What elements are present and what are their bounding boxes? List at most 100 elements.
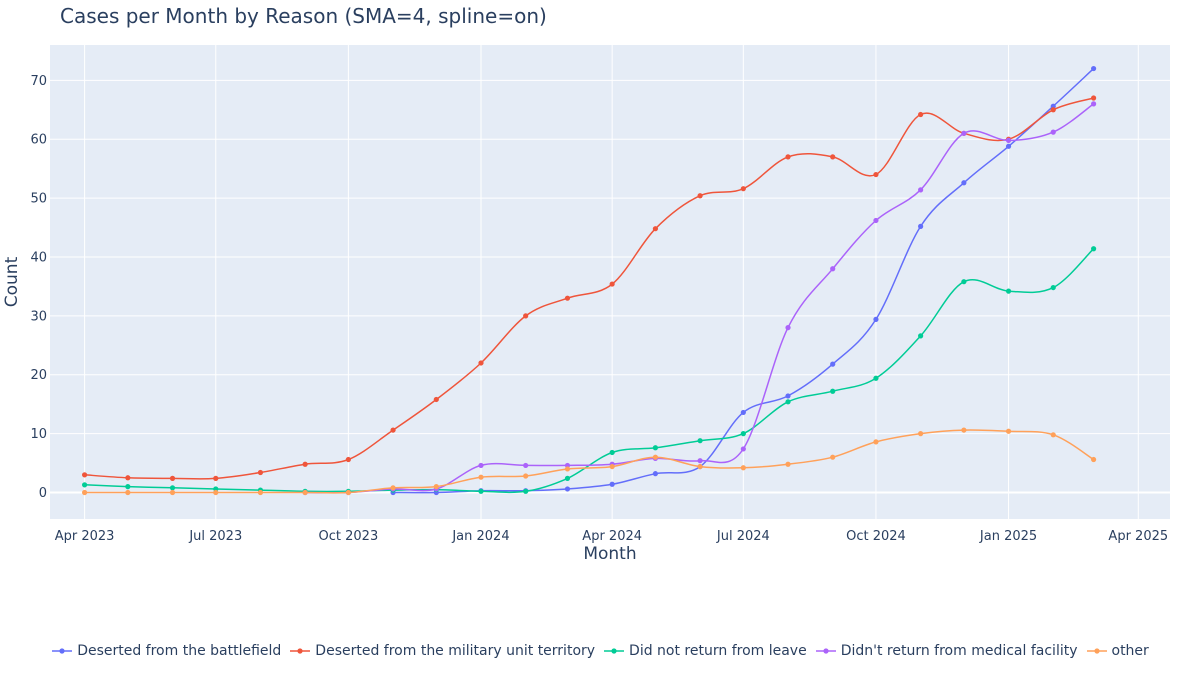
legend-item[interactable]: other: [1086, 643, 1149, 659]
data-point[interactable]: [257, 489, 264, 496]
data-point[interactable]: [1091, 246, 1097, 252]
data-point[interactable]: [918, 187, 924, 193]
data-point[interactable]: [1050, 129, 1056, 135]
data-point[interactable]: [564, 486, 571, 492]
data-point[interactable]: [1091, 95, 1097, 101]
data-point[interactable]: [478, 360, 484, 366]
data-point[interactable]: [564, 475, 571, 481]
data-point[interactable]: [523, 488, 529, 494]
data-point[interactable]: [1005, 288, 1012, 294]
data-point[interactable]: [873, 316, 879, 322]
data-point[interactable]: [873, 217, 879, 224]
x-tick-label: Apr 2023: [55, 529, 115, 544]
data-point[interactable]: [523, 313, 529, 319]
data-point[interactable]: [918, 333, 924, 339]
data-point[interactable]: [213, 489, 219, 496]
data-point[interactable]: [169, 485, 176, 491]
y-tick-label: 40: [30, 250, 47, 265]
data-point[interactable]: [652, 471, 659, 477]
data-point[interactable]: [1091, 101, 1097, 107]
legend-item[interactable]: Didn't return from medical facility: [815, 643, 1078, 659]
data-point[interactable]: [697, 458, 703, 464]
data-point[interactable]: [81, 482, 88, 488]
data-point[interactable]: [257, 469, 264, 476]
data-point[interactable]: [478, 462, 484, 469]
data-point[interactable]: [961, 279, 967, 285]
data-point[interactable]: [918, 111, 924, 118]
data-point[interactable]: [961, 180, 967, 186]
data-point[interactable]: [523, 462, 529, 469]
data-point[interactable]: [961, 130, 967, 136]
data-point[interactable]: [1091, 456, 1097, 463]
data-point[interactable]: [345, 489, 351, 496]
data-point[interactable]: [564, 466, 571, 472]
data-point[interactable]: [433, 484, 439, 490]
data-point[interactable]: [740, 409, 746, 416]
data-point[interactable]: [740, 465, 746, 471]
data-point[interactable]: [697, 438, 703, 444]
data-point[interactable]: [81, 489, 88, 496]
data-point[interactable]: [1005, 143, 1012, 149]
data-point[interactable]: [169, 475, 176, 481]
data-point[interactable]: [609, 281, 615, 287]
data-point[interactable]: [785, 325, 791, 331]
legend-swatch: [604, 648, 625, 654]
data-point[interactable]: [740, 446, 746, 452]
x-tick-label: Jan 2024: [451, 529, 509, 544]
data-point[interactable]: [918, 223, 924, 229]
data-point[interactable]: [1005, 428, 1012, 434]
data-point[interactable]: [652, 445, 659, 451]
data-point[interactable]: [740, 186, 746, 192]
data-point[interactable]: [652, 226, 659, 232]
data-point[interactable]: [564, 295, 571, 301]
data-point[interactable]: [830, 154, 836, 160]
data-point[interactable]: [390, 485, 396, 491]
data-point[interactable]: [609, 449, 615, 456]
data-point[interactable]: [433, 396, 439, 403]
data-point[interactable]: [390, 427, 396, 433]
legend-item[interactable]: Did not return from leave: [603, 643, 807, 659]
data-point[interactable]: [1005, 137, 1012, 143]
x-tick-label: Apr 2024: [582, 529, 642, 544]
data-point[interactable]: [961, 427, 967, 433]
data-point[interactable]: [873, 171, 879, 178]
data-point[interactable]: [1050, 284, 1056, 291]
y-tick-label: 10: [30, 427, 47, 442]
data-point[interactable]: [697, 463, 703, 470]
legend-item[interactable]: Deserted from the battlefield: [51, 643, 281, 659]
data-point[interactable]: [652, 454, 659, 460]
data-point[interactable]: [125, 484, 131, 490]
data-point[interactable]: [1091, 65, 1097, 72]
data-point[interactable]: [609, 463, 615, 470]
data-point[interactable]: [125, 475, 131, 481]
data-point[interactable]: [873, 439, 879, 445]
data-point[interactable]: [478, 474, 484, 480]
legend-item[interactable]: Deserted from the military unit territor…: [289, 643, 595, 659]
data-point[interactable]: [785, 393, 791, 399]
data-point[interactable]: [740, 431, 746, 437]
data-point[interactable]: [830, 388, 836, 394]
data-point[interactable]: [873, 375, 879, 381]
data-point[interactable]: [213, 475, 219, 481]
data-point[interactable]: [1050, 107, 1056, 113]
data-point[interactable]: [302, 489, 308, 496]
legend-swatch: [52, 648, 73, 654]
data-point[interactable]: [609, 481, 615, 487]
data-point[interactable]: [830, 361, 836, 367]
data-point[interactable]: [918, 431, 924, 437]
y-tick-label: 70: [30, 74, 47, 89]
data-point[interactable]: [785, 154, 791, 160]
data-point[interactable]: [478, 488, 484, 494]
data-point[interactable]: [169, 489, 176, 496]
data-point[interactable]: [345, 456, 351, 463]
data-point[interactable]: [125, 489, 131, 496]
data-point[interactable]: [830, 454, 836, 460]
data-point[interactable]: [785, 461, 791, 467]
data-point[interactable]: [1050, 432, 1056, 438]
data-point[interactable]: [697, 193, 703, 199]
data-point[interactable]: [523, 473, 529, 479]
data-point[interactable]: [830, 266, 836, 272]
data-point[interactable]: [785, 399, 791, 405]
data-point[interactable]: [81, 472, 88, 478]
data-point[interactable]: [302, 461, 308, 467]
